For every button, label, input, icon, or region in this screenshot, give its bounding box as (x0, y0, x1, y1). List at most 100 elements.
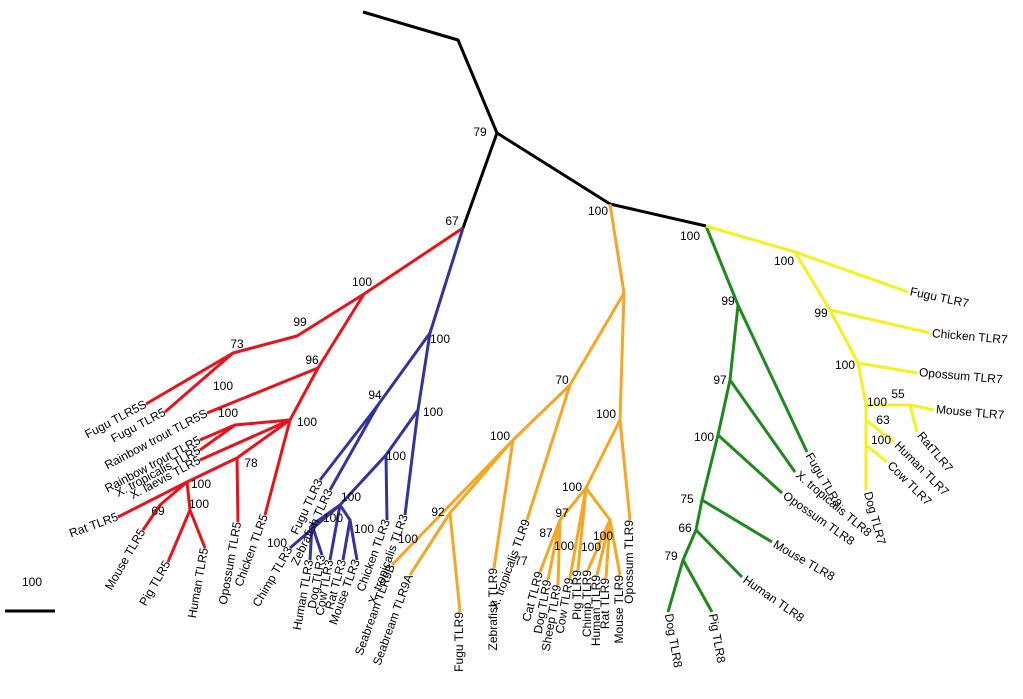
support-value: 100 (423, 405, 443, 419)
branch (576, 487, 588, 571)
leaf-label: Human TLR5 (185, 546, 211, 619)
leaf-label: Mouse TLR5 (102, 526, 149, 593)
support-value: 87 (539, 526, 553, 540)
branch (390, 438, 515, 567)
support-value: 97 (713, 373, 727, 387)
leaf-label: Pig TLR5 (136, 558, 173, 608)
branch (188, 509, 207, 549)
support-value: 100 (323, 511, 343, 525)
leaf-label: Opossum TLR9 (622, 520, 636, 604)
support-value: 100 (386, 449, 406, 463)
support-value: 78 (244, 456, 258, 470)
leaf-label: Opossum TLR7 (918, 365, 1003, 386)
scale-label: 100 (22, 575, 42, 589)
branch (199, 418, 291, 462)
branch (492, 439, 515, 569)
leaf-label: Mouse TLR7 (935, 402, 1005, 422)
support-value: 100 (189, 497, 209, 511)
support-value: 100 (867, 395, 887, 409)
support-value: 92 (431, 505, 445, 519)
support-value: 96 (305, 353, 319, 367)
support-value: 100 (562, 480, 582, 494)
branch (666, 225, 740, 613)
branch (328, 504, 342, 561)
branch (618, 419, 632, 521)
support-value: 100 (354, 522, 374, 536)
branch (556, 519, 562, 586)
support-value: 100 (191, 477, 211, 491)
support-value: 100 (267, 536, 287, 550)
branch (694, 528, 744, 579)
branch (525, 384, 572, 521)
leaf-label: Human TLR9 (589, 575, 603, 646)
leaf-label: Fugu TLR7 (909, 284, 971, 310)
support-value: 94 (368, 388, 382, 402)
branch (604, 519, 612, 579)
branch (348, 519, 359, 561)
support-value: 100 (835, 358, 855, 372)
support-value: 75 (680, 492, 694, 506)
branch (328, 332, 432, 491)
branch (856, 362, 935, 412)
branch (403, 409, 420, 516)
branch (705, 224, 909, 294)
support-value: 100 (680, 229, 700, 243)
leaf-label: Rat TLR9 (598, 578, 612, 629)
support-value: 79 (664, 549, 678, 563)
leaf-label: Rat TLR5 (67, 510, 120, 541)
support-value: 100 (774, 254, 794, 268)
branch (263, 419, 292, 516)
leaf-label: Chimp TLR9 (580, 570, 594, 637)
support-value: 100 (341, 490, 361, 504)
support-value: 99 (814, 306, 828, 320)
support-value: 100 (297, 415, 317, 429)
support-value: 100 (581, 540, 601, 554)
support-value: 69 (151, 504, 165, 518)
support-value: 100 (871, 433, 891, 447)
leaf-label: Pig TLR8 (706, 613, 728, 665)
branch (235, 457, 240, 523)
leaf-label: Chicken TLR7 (931, 326, 1008, 347)
support-value: 77 (514, 554, 528, 568)
branch (736, 304, 809, 453)
support-value: 67 (445, 214, 459, 228)
branch (318, 404, 380, 481)
branch (461, 132, 499, 229)
branch (199, 367, 320, 442)
support-value: 79 (473, 125, 487, 139)
support-value: 100 (218, 406, 238, 420)
branch (701, 498, 773, 544)
branch (408, 203, 626, 576)
branch (681, 559, 714, 613)
support-value: 100 (430, 332, 450, 346)
support-value: 100 (213, 379, 233, 393)
leaf-label: Human TLR8 (740, 573, 807, 625)
support-value: 70 (555, 373, 569, 387)
leaf-label: Mouse TLR9 (612, 575, 626, 644)
branch (728, 379, 797, 473)
branch (199, 423, 236, 452)
leaf-label: Zebrafish TLR9 (486, 568, 500, 651)
support-value: 66 (678, 521, 692, 535)
branch (362, 10, 707, 228)
support-value: 99 (721, 294, 735, 308)
support-value: 73 (230, 337, 244, 351)
support-value: 100 (554, 539, 574, 553)
branch (595, 519, 612, 576)
branch (141, 480, 188, 531)
branch (164, 351, 234, 414)
branch (145, 226, 464, 406)
support-value: 100 (490, 429, 510, 443)
leaf-label: Pig TLR9 (570, 570, 584, 620)
support-value: 97 (555, 506, 569, 520)
branch (908, 404, 919, 433)
support-value: 100 (593, 529, 613, 543)
support-value: 100 (588, 204, 608, 218)
support-value: 55 (891, 387, 905, 401)
branch (608, 519, 622, 576)
support-value: 100 (352, 275, 372, 289)
branch (546, 519, 562, 581)
leaf-label: Dog TLR8 (662, 613, 685, 669)
support-value: 100 (596, 407, 616, 421)
